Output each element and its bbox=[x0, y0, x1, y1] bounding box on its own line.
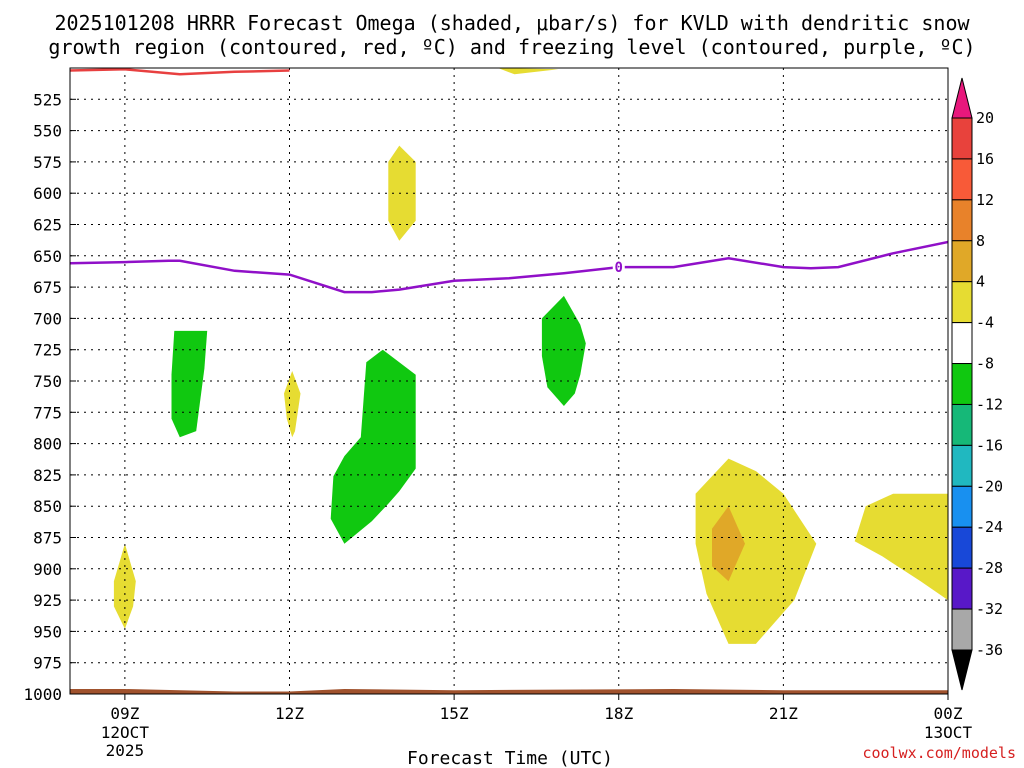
x-tick-date-00Z: 13OCT bbox=[924, 723, 973, 742]
y-tick-label-975: 975 bbox=[33, 654, 62, 673]
colorbar-legend: 20 16 12 8 4 -4 -8 -12 -16 -20 -24 -28 -32 -36 bbox=[951, 77, 1003, 691]
y-tick-label-750: 750 bbox=[33, 372, 62, 391]
omega-region-8_12-7 bbox=[712, 506, 745, 582]
colorbar-swatch-11 bbox=[951, 567, 973, 610]
omega-region-_8neg4-8 bbox=[171, 330, 208, 438]
y-tick-label-875: 875 bbox=[33, 529, 62, 548]
colorbar-swatch-10 bbox=[951, 526, 973, 569]
y-tick-label-675: 675 bbox=[33, 278, 62, 297]
omega-shaded-regions bbox=[113, 68, 948, 644]
x-tick-year-09Z: 2025 bbox=[106, 741, 145, 760]
chart-title-line2: growth region (contoured, red, ºC) and f… bbox=[48, 35, 975, 59]
x-tick-label-18Z: 18Z bbox=[604, 704, 633, 723]
x-tick-label-21Z: 21Z bbox=[769, 704, 798, 723]
omega-region-4_8-3 bbox=[284, 371, 301, 438]
y-tick-label-775: 775 bbox=[33, 403, 62, 422]
y-tick-label-850: 850 bbox=[33, 497, 62, 516]
plot-area bbox=[70, 68, 948, 694]
colorbar-swatch-0 bbox=[951, 117, 973, 160]
omega-region-4_8-2 bbox=[388, 145, 416, 241]
credit-text: coolwx.com/models bbox=[862, 744, 1016, 762]
y-axis-ticks: 525 550 575 600 625 650 675 700 725 750 775 800 825 8… bbox=[23, 90, 76, 704]
colorbar-swatch-13 bbox=[951, 608, 973, 651]
y-tick-label-900: 900 bbox=[33, 560, 62, 579]
surface-band bbox=[70, 689, 948, 694]
colorbar-label-2: 12 bbox=[976, 191, 994, 209]
contour-lines: 0 bbox=[70, 68, 948, 694]
colorbar-swatch-7 bbox=[951, 403, 973, 446]
y-tick-label-950: 950 bbox=[33, 622, 62, 641]
colorbar-label-4: 4 bbox=[976, 273, 985, 291]
y-tick-label-825: 825 bbox=[33, 466, 62, 485]
y-tick-label-550: 550 bbox=[33, 122, 62, 141]
y-tick-label-800: 800 bbox=[33, 435, 62, 454]
freezing-level-line bbox=[70, 240, 948, 294]
colorbar-over-arrow bbox=[951, 77, 973, 119]
colorbar-label-3: 8 bbox=[976, 232, 985, 250]
x-tick-label-12Z: 12Z bbox=[275, 704, 304, 723]
x-tick-date-09Z: 12OCT bbox=[101, 723, 150, 742]
colorbar-swatch-4 bbox=[951, 281, 973, 324]
colorbar-swatch-2 bbox=[951, 199, 973, 242]
omega-region-4_8-0 bbox=[498, 68, 559, 75]
x-tick-label-15Z: 15Z bbox=[440, 704, 469, 723]
colorbar-label-10: -24 bbox=[976, 518, 1003, 536]
y-tick-label-625: 625 bbox=[33, 216, 62, 235]
x-tick-label-00Z: 00Z bbox=[934, 704, 963, 723]
colorbar-label-13: -36 bbox=[976, 641, 1003, 659]
omega-region-4_8-6 bbox=[854, 493, 948, 601]
colorbar-label-7: -12 bbox=[976, 395, 1003, 413]
colorbar-label-9: -20 bbox=[976, 477, 1003, 495]
colorbar-swatch-1 bbox=[951, 158, 973, 201]
colorbar-label-8: -16 bbox=[976, 436, 1003, 454]
omega-region-4_8-5 bbox=[695, 458, 817, 644]
y-tick-label-650: 650 bbox=[33, 247, 62, 266]
omega-region-_8neg4-10 bbox=[541, 295, 586, 406]
dgz-contour-line bbox=[70, 68, 290, 76]
y-tick-label-925: 925 bbox=[33, 591, 62, 610]
colorbar-swatch-8 bbox=[951, 444, 973, 487]
colorbar-swatch-3 bbox=[951, 240, 973, 283]
colorbar-label-5: -4 bbox=[976, 314, 994, 332]
colorbar-label-6: -8 bbox=[976, 355, 994, 373]
y-tick-label-1000: 1000 bbox=[23, 685, 62, 704]
omega-region-_8neg4-9 bbox=[330, 349, 416, 544]
y-tick-label-700: 700 bbox=[33, 309, 62, 328]
colorbar-under-arrow bbox=[951, 649, 973, 691]
colorbar-label-0: 20 bbox=[976, 109, 994, 127]
x-tick-label-09Z: 09Z bbox=[110, 704, 139, 723]
chart-title-line1: 2025101208 HRRR Forecast Omega (shaded, … bbox=[54, 11, 970, 35]
colorbar-label-12: -32 bbox=[976, 600, 1003, 618]
freezing-label-bg bbox=[612, 259, 625, 276]
colorbar-swatch-5 bbox=[951, 322, 973, 365]
colorbar-swatch-6 bbox=[951, 363, 973, 405]
colorbar-label-1: 16 bbox=[976, 150, 994, 168]
y-tick-label-575: 575 bbox=[33, 153, 62, 172]
y-tick-label-725: 725 bbox=[33, 341, 62, 360]
y-tick-label-600: 600 bbox=[33, 184, 62, 203]
x-axis-label: Forecast Time (UTC) bbox=[407, 748, 613, 768]
y-tick-label-525: 525 bbox=[33, 90, 62, 109]
colorbar-swatch-9 bbox=[951, 485, 973, 528]
colorbar-label-11: -28 bbox=[976, 559, 1003, 577]
freezing-level-label: 0 bbox=[615, 260, 623, 276]
